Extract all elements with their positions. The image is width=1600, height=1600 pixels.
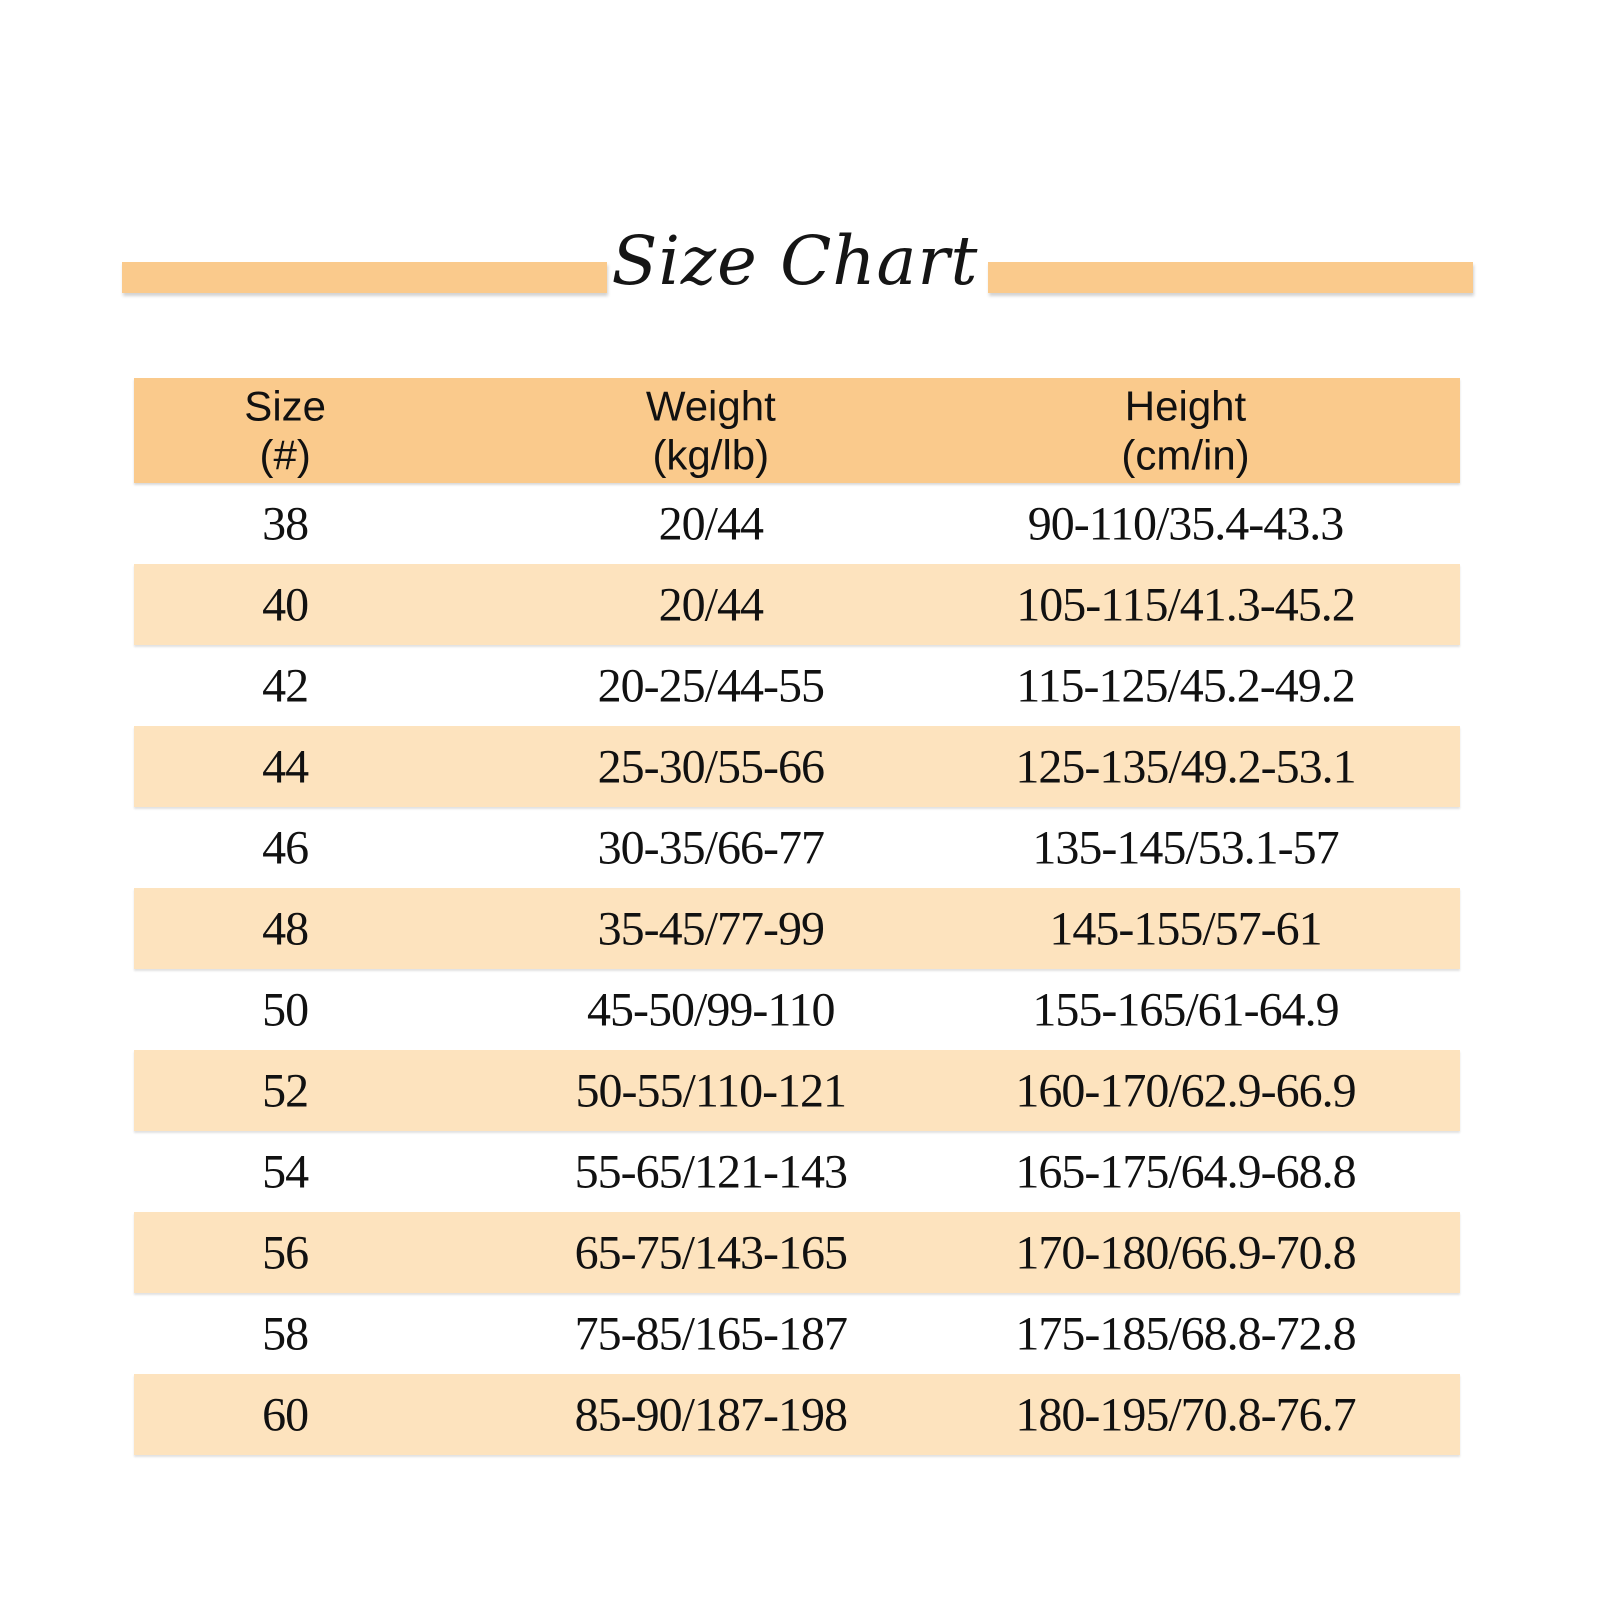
weight-cell: 35-45/77-99	[597, 902, 825, 955]
size-table: Size (#) Weight (kg/lb) Height (cm/in) 3…	[134, 378, 1460, 1455]
size-cell: 60	[262, 1388, 309, 1441]
size-cell: 38	[262, 497, 309, 550]
size-cell: 58	[262, 1307, 309, 1360]
height-cell: 90-110/35.4-43.3	[1027, 497, 1345, 550]
header-weight-line1: Weight	[645, 381, 776, 429]
size-cell: 40	[262, 578, 309, 631]
table-row: 58 75-85/165-187 175-185/68.8-72.8	[134, 1293, 1460, 1374]
table-row: 54 55-65/121-143 165-175/64.9-68.8	[134, 1131, 1460, 1212]
weight-cell: 50-55/110-121	[575, 1064, 848, 1117]
table-body: 38 20/44 90-110/35.4-43.3 40 20/44 105-1…	[134, 483, 1460, 1455]
height-cell: 170-180/66.9-70.8	[1015, 1226, 1356, 1279]
weight-cell: 30-35/66-77	[597, 821, 825, 874]
weight-cell: 45-50/99-110	[587, 983, 836, 1036]
height-cell: 105-115/41.3-45.2	[1016, 578, 1356, 631]
weight-cell: 65-75/143-165	[574, 1226, 848, 1279]
size-cell: 42	[262, 659, 309, 712]
table-row: 46 30-35/66-77 135-145/53.1-57	[134, 807, 1460, 888]
height-cell: 115-125/45.2-49.2	[1016, 659, 1356, 712]
header-cell-weight: Weight (kg/lb)	[646, 381, 776, 480]
height-cell: 135-145/53.1-57	[1032, 821, 1339, 874]
weight-cell: 25-30/55-66	[597, 740, 825, 793]
height-cell: 165-175/64.9-68.8	[1015, 1145, 1356, 1198]
title-decoration-bar-right	[988, 262, 1473, 293]
header-height-line1: Height	[1124, 381, 1247, 429]
height-cell: 160-170/62.9-66.9	[1015, 1064, 1356, 1117]
weight-cell: 20-25/44-55	[597, 659, 825, 712]
table-header-row: Size (#) Weight (kg/lb) Height (cm/in)	[134, 378, 1460, 483]
table-row: 42 20-25/44-55 115-125/45.2-49.2	[134, 645, 1460, 726]
size-cell: 54	[262, 1145, 309, 1198]
header-height-line2: (cm/in)	[1121, 431, 1250, 479]
table-row: 56 65-75/143-165 170-180/66.9-70.8	[134, 1212, 1460, 1293]
weight-cell: 75-85/165-187	[574, 1307, 848, 1360]
table-row: 48 35-45/77-99 145-155/57-61	[134, 888, 1460, 969]
size-cell: 52	[262, 1064, 309, 1117]
table-row: 38 20/44 90-110/35.4-43.3	[134, 483, 1460, 564]
header-cell-height: Height (cm/in)	[1121, 381, 1249, 480]
size-cell: 56	[262, 1226, 309, 1279]
table-row: 40 20/44 105-115/41.3-45.2	[134, 564, 1460, 645]
table-row: 50 45-50/99-110 155-165/61-64.9	[134, 969, 1460, 1050]
header-size-line1: Size	[244, 381, 327, 429]
header-weight-line2: (kg/lb)	[652, 431, 770, 479]
title-decoration-bar-left	[122, 262, 607, 293]
table-row: 60 85-90/187-198 180-195/70.8-76.7	[134, 1374, 1460, 1455]
size-cell: 48	[262, 902, 309, 955]
header-cell-size: Size (#)	[244, 381, 326, 480]
size-cell: 46	[262, 821, 309, 874]
size-cell: 50	[262, 983, 309, 1036]
table-row: 44 25-30/55-66 125-135/49.2-53.1	[134, 726, 1460, 807]
weight-cell: 55-65/121-143	[574, 1145, 848, 1198]
size-cell: 44	[262, 740, 309, 793]
weight-cell: 20/44	[658, 578, 764, 631]
height-cell: 180-195/70.8-76.7	[1015, 1388, 1356, 1441]
height-cell: 155-165/61-64.9	[1032, 983, 1339, 1036]
table-row: 52 50-55/110-121 160-170/62.9-66.9	[134, 1050, 1460, 1131]
height-cell: 145-155/57-61	[1049, 902, 1322, 955]
height-cell: 125-135/49.2-53.1	[1015, 740, 1356, 793]
header-size-line2: (#)	[259, 431, 311, 479]
weight-cell: 85-90/187-198	[574, 1388, 848, 1441]
height-cell: 175-185/68.8-72.8	[1015, 1307, 1356, 1360]
weight-cell: 20/44	[658, 497, 764, 550]
page-title: Size Chart	[611, 222, 979, 300]
